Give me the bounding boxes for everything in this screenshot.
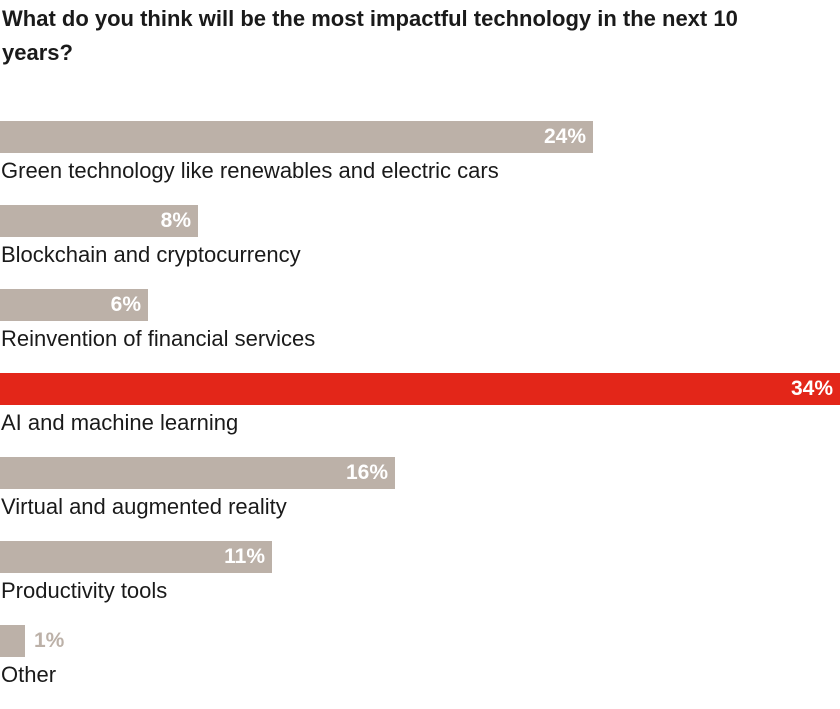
bar-value-label: 11%	[224, 545, 265, 568]
bar-value-label: 8%	[160, 209, 191, 232]
bar-row: 11% Productivity tools	[0, 541, 840, 625]
bar-value-label: 34%	[790, 377, 833, 400]
bar-value-label: 1%	[34, 629, 65, 652]
category-label: Reinvention of financial services	[1, 326, 316, 351]
category-label: Other	[1, 662, 57, 687]
bar	[0, 289, 148, 321]
bar-chart: 24% Green technology like renewables and …	[0, 121, 840, 687]
category-label: Green technology like renewables and ele…	[1, 158, 499, 183]
chart-title: What do you think will be the most impac…	[2, 6, 738, 65]
bar	[0, 625, 25, 657]
bar-row: 6% Reinvention of financial services	[0, 289, 840, 373]
bar-row: 16% Virtual and augmented reality	[0, 457, 840, 541]
category-label: Virtual and augmented reality	[1, 494, 287, 519]
bar	[0, 373, 840, 405]
bar	[0, 541, 272, 573]
bar	[0, 457, 395, 489]
bar-value-label: 6%	[110, 293, 141, 316]
bar-row: 24% Green technology like renewables and …	[0, 121, 840, 205]
bar-value-label: 16%	[345, 461, 388, 484]
bar	[0, 121, 593, 153]
bar-row: 1% Other	[0, 625, 840, 709]
bar-row: 8% Blockchain and cryptocurrency	[0, 205, 840, 289]
category-label: Productivity tools	[1, 578, 168, 603]
category-label: AI and machine learning	[1, 410, 239, 435]
bar-row: 34% AI and machine learning	[0, 373, 840, 457]
category-label: Blockchain and cryptocurrency	[1, 242, 301, 267]
bar-value-label: 24%	[543, 125, 586, 148]
bar	[0, 205, 198, 237]
